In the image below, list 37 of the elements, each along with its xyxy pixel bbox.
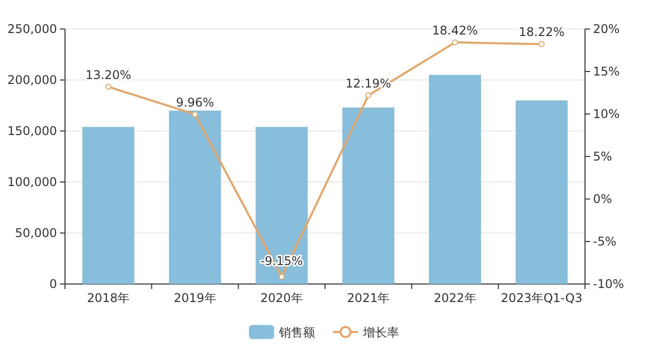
legend-label: 增长率 (362, 326, 399, 340)
x-tick-label: 2020年 (260, 291, 303, 305)
y-tick-label: 150,000 (7, 124, 57, 138)
point (538, 41, 545, 48)
y2-tick-label: -10% (593, 277, 624, 291)
legend-label: 销售额 (278, 326, 315, 340)
bar (429, 74, 481, 284)
y-tick-label: 50,000 (15, 226, 57, 240)
y-tick-label: 0 (49, 277, 57, 291)
bar (256, 126, 308, 284)
bar (82, 126, 134, 284)
data-label: 18.22% (518, 25, 565, 40)
y2-tick-label: 20% (593, 22, 620, 36)
data-label: 9.96% (176, 95, 214, 110)
y-tick-label: 200,000 (7, 73, 57, 87)
data-label: 18.42% (432, 23, 478, 38)
point (365, 92, 372, 98)
y2-tick-label: 0% (593, 192, 612, 206)
bar (516, 100, 568, 284)
point (105, 84, 112, 90)
y2-tick-label: 10% (593, 107, 620, 121)
point (278, 274, 285, 280)
x-tick-label: 2021年 (347, 291, 390, 305)
x-tick-label: 2022年 (434, 291, 476, 305)
x-tick-label: 2019年 (174, 291, 216, 305)
x-tick-label: 2023年Q1-Q3 (500, 291, 582, 305)
y-tick-label: 250,000 (7, 22, 57, 36)
y2-tick-label: 5% (593, 150, 612, 164)
x-tick-label: 2018年 (87, 291, 130, 305)
bar (169, 110, 221, 284)
y2-tick-label: 15% (593, 64, 620, 78)
point (192, 111, 198, 118)
point (452, 39, 458, 46)
bar (342, 108, 394, 284)
y2-tick-label: -5% (593, 234, 616, 248)
y-tick-label: 100,000 (7, 175, 57, 189)
data-label: 13.20% (85, 68, 132, 82)
